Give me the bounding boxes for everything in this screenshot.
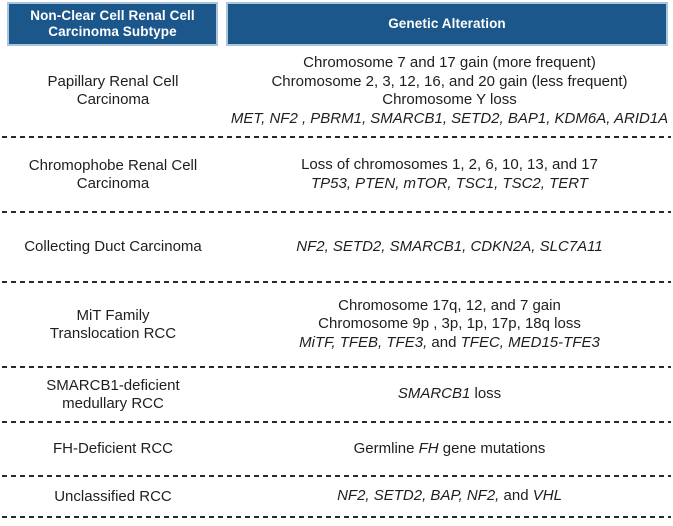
alteration-line: TP53, PTEN, mTOR, TSC1, TSC2, TERT	[311, 175, 588, 194]
gene-list: NF2, SETD2, SMARCB1, CDKN2A, SLC7A11	[296, 237, 603, 255]
alteration-line: NF2, SETD2, BAP, NF2, and VHL	[337, 487, 562, 506]
table-row-fh-deficient: FH-Deficient RCC Germline FH gene mutati…	[0, 423, 673, 475]
alteration-text: loss	[470, 385, 502, 403]
subtype-cell: Papillary Renal Cell Carcinoma	[47, 73, 179, 108]
gene-list: TFEC, MED15-TFE3	[460, 333, 600, 351]
row-separator	[2, 421, 671, 423]
row-separator	[2, 136, 671, 138]
alteration-line: Chromosome 17q, 12, and 7 gain	[338, 297, 561, 316]
alteration-text: Chromosome 2, 3, 12, 16, and 20 gain (le…	[271, 72, 628, 90]
gene-list: SMARCB1	[397, 385, 471, 403]
header-cell-subtype: Non-Clear Cell Renal Cell Carcinoma Subt…	[7, 2, 218, 46]
row-separator	[2, 475, 671, 477]
alteration-text: and	[427, 333, 461, 351]
alteration-text: Chromosome Y loss	[382, 91, 517, 108]
table-header-row: Non-Clear Cell Renal Cell Carcinoma Subt…	[0, 2, 673, 46]
alteration-cell: Chromosome 7 and 17 gain (more frequent)…	[226, 46, 673, 136]
alteration-line: Germline FH gene mutations	[354, 440, 546, 459]
row-separator	[2, 516, 671, 518]
subtype-cell: Chromophobe Renal Cell Carcinoma	[28, 156, 198, 192]
alteration-line: SMARCB1 loss	[398, 385, 501, 404]
gene-list: MET, NF2 , PBRM1, SMARCB1, SETD2, BAP1, …	[230, 109, 669, 127]
subtype-cell: FH-Deficient RCC	[52, 440, 173, 457]
table-row-papillary: Papillary Renal Cell Carcinoma Chromosom…	[0, 46, 673, 136]
subtype-cell: Collecting Duct Carcinoma	[24, 238, 202, 255]
alteration-line: NF2, SETD2, SMARCB1, CDKN2A, SLC7A11	[296, 238, 603, 257]
gene-list: MiTF, TFEB, TFE3,	[299, 333, 428, 351]
gene-list: VHL	[532, 487, 562, 505]
row-separator	[2, 211, 671, 213]
table-row-unclassified: Unclassified RCC NF2, SETD2, BAP, NF2, a…	[0, 477, 673, 516]
alteration-line: MiTF, TFEB, TFE3, and TFEC, MED15-TFE3	[299, 334, 600, 353]
alteration-text: Chromosome 7 and 17 gain (more frequent)	[303, 54, 596, 71]
table-row-mit-translocation: MiT Family Translocation RCC Chromosome …	[0, 283, 673, 366]
alteration-text: Chromosome 9p , 3p, 1p, 17p, 18q loss	[318, 315, 581, 333]
alteration-cell: Germline FH gene mutations	[226, 423, 673, 475]
subtype-cell: Unclassified RCC	[54, 487, 172, 505]
alteration-line: Loss of chromosomes 1, 2, 6, 10, 13, and…	[301, 156, 598, 175]
alteration-line: MET, NF2 , PBRM1, SMARCB1, SETD2, BAP1, …	[231, 110, 668, 129]
subtype-cell: SMARCB1-deficient medullary RCC	[46, 376, 180, 412]
alteration-cell: Loss of chromosomes 1, 2, 6, 10, 13, and…	[226, 138, 673, 211]
table-row-collecting-duct: Collecting Duct Carcinoma NF2, SETD2, SM…	[0, 213, 673, 281]
alteration-text: Germline	[353, 439, 419, 457]
alteration-cell: NF2, SETD2, BAP, NF2, and VHL	[226, 477, 673, 516]
header-cell-genetic-alteration: Genetic Alteration	[226, 2, 668, 46]
gene-list: TP53, PTEN, mTOR, TSC1, TSC2, TERT	[311, 174, 588, 192]
row-separator	[2, 366, 671, 368]
subtype-cell: MiT Family Translocation RCC	[49, 306, 177, 342]
alteration-text: Chromosome 17q, 12, and 7 gain	[338, 296, 561, 314]
alteration-cell: Chromosome 17q, 12, and 7 gain Chromosom…	[226, 283, 673, 366]
gene-list: FH	[418, 439, 439, 457]
alteration-text: Loss of chromosomes 1, 2, 6, 10, 13, and…	[301, 156, 598, 173]
alteration-line: Chromosome 7 and 17 gain (more frequent)	[303, 54, 596, 73]
alteration-text: and	[499, 487, 533, 505]
table-row-smarcb1-medullary: SMARCB1-deficient medullary RCC SMARCB1 …	[0, 368, 673, 421]
alteration-line: Chromosome 9p , 3p, 1p, 17p, 18q loss	[318, 315, 581, 334]
gene-list: NF2, SETD2, BAP, NF2,	[337, 487, 500, 505]
alteration-line: Chromosome Y loss	[382, 91, 517, 110]
table-body: Papillary Renal Cell Carcinoma Chromosom…	[0, 46, 673, 518]
row-separator	[2, 281, 671, 283]
alteration-cell: NF2, SETD2, SMARCB1, CDKN2A, SLC7A11	[226, 213, 673, 281]
table-row-chromophobe: Chromophobe Renal Cell Carcinoma Loss of…	[0, 138, 673, 211]
alteration-text: gene mutations	[438, 439, 546, 457]
alteration-cell: SMARCB1 loss	[226, 368, 673, 421]
alteration-line: Chromosome 2, 3, 12, 16, and 20 gain (le…	[271, 73, 627, 92]
